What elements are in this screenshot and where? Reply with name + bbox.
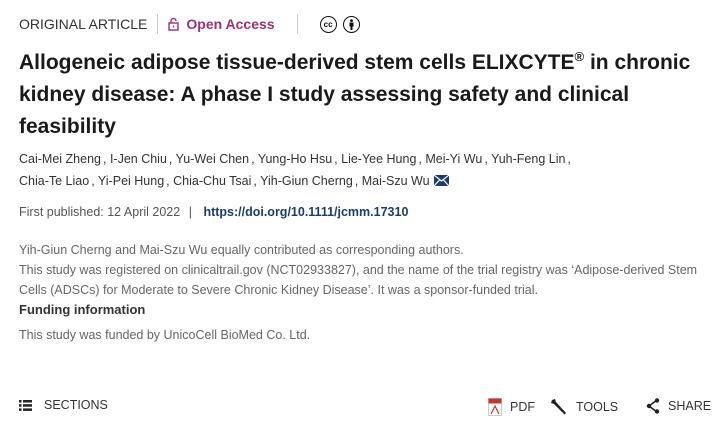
creative-commons-icon: cc (319, 15, 337, 33)
divider (157, 14, 159, 34)
list-icon (19, 399, 32, 411)
tools-button[interactable]: TOOLS (550, 398, 618, 416)
article-notes: Yih-Giun Cherng and Mai-Szu Wu equally c… (19, 240, 709, 345)
pdf-icon (488, 398, 502, 416)
sections-button[interactable]: SECTIONS (19, 398, 108, 412)
pdf-button[interactable]: PDF (488, 398, 535, 416)
unlock-icon (168, 17, 180, 31)
author-link[interactable]: Yung-Ho Hsu (257, 152, 333, 166)
license-icons[interactable]: cc (319, 15, 360, 33)
share-button[interactable]: SHARE (646, 398, 711, 414)
author-list: Cai-Mei Zheng, I-Jen Chiu, Yu-Wei Chen, … (19, 152, 571, 188)
pdf-label: PDF (510, 400, 535, 414)
separator: | (188, 205, 192, 219)
corresponding-note: Yih-Giun Cherng and Mai-Szu Wu equally c… (19, 243, 464, 257)
publication-info: First published: 12 April 2022 | https:/… (19, 205, 408, 219)
author-link[interactable]: Cai-Mei Zheng (19, 152, 101, 166)
share-label: SHARE (668, 399, 712, 413)
registry-note: This study was registered on clinicaltra… (19, 263, 698, 297)
author-link[interactable]: I-Jen Chiu (109, 152, 167, 166)
article-title: Allogeneic adipose tissue-derived stem c… (19, 49, 691, 138)
email-icon[interactable] (432, 174, 450, 188)
open-access-label: Open Access (186, 16, 275, 32)
author-link[interactable]: Chia-Chu Tsai (173, 174, 252, 188)
author-link[interactable]: Yuh-Feng Lin (491, 152, 566, 166)
funding-heading: Funding information (19, 302, 146, 317)
tools-label: TOOLS (576, 400, 619, 414)
share-icon (646, 398, 660, 414)
attribution-icon (342, 15, 360, 33)
article-type: ORIGINAL ARTICLE (19, 16, 148, 32)
funding-text: This study was funded by UnicoCell BioMe… (19, 328, 311, 342)
author-link[interactable]: Mei-Yi Wu (425, 152, 483, 166)
author-link[interactable]: Mai-Szu Wu (361, 174, 430, 188)
first-published: First published: 12 April 2022 (19, 205, 181, 219)
divider (296, 14, 298, 34)
author-link[interactable]: Yu-Wei Chen (175, 152, 250, 166)
wrench-icon (551, 399, 566, 415)
article-meta-bar: ORIGINAL ARTICLE Open Access cc (19, 13, 360, 35)
author-link[interactable]: Yi-Pei Hung (97, 174, 165, 188)
author-link[interactable]: Yih-Giun Cherng (260, 174, 353, 188)
doi-link[interactable]: https://doi.org/10.1111/jcmm.17310 (203, 205, 409, 219)
sections-label: SECTIONS (44, 398, 108, 412)
author-link[interactable]: Chia-Te Liao (19, 174, 90, 188)
author-link[interactable]: Lie-Yee Hung (341, 152, 417, 166)
open-access-badge[interactable]: Open Access (168, 16, 275, 32)
